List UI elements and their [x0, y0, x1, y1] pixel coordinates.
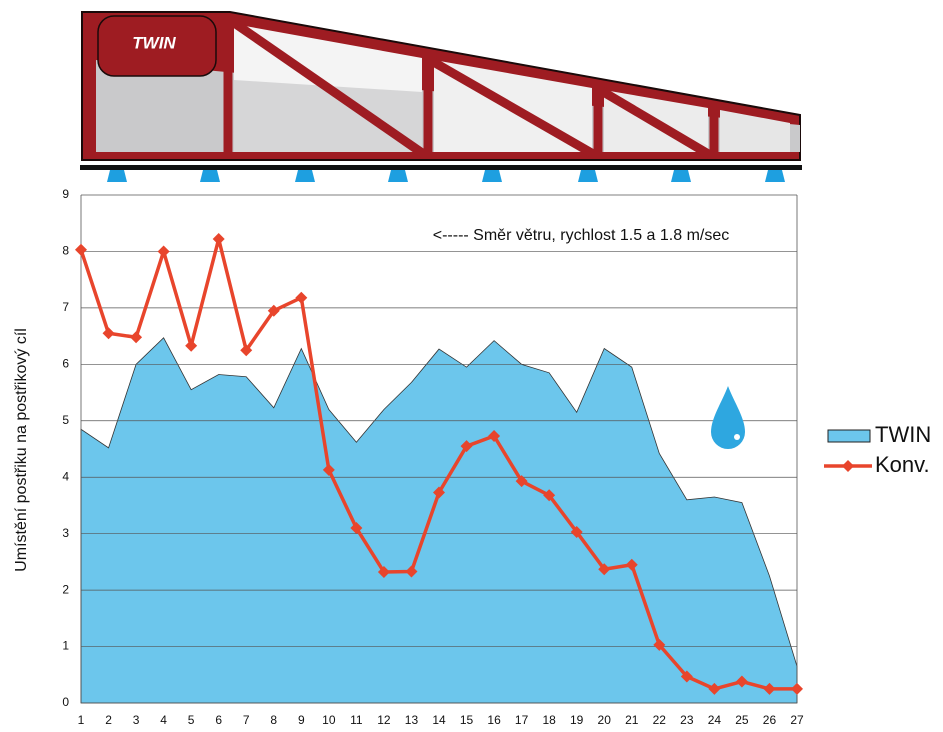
x-tick-label: 22 — [653, 713, 667, 727]
legend-swatch — [842, 460, 854, 472]
x-tick-label: 8 — [270, 713, 277, 727]
marker — [488, 430, 501, 443]
marker — [680, 670, 693, 683]
marker — [598, 563, 611, 576]
marker — [460, 440, 473, 453]
x-tick-label: 3 — [133, 713, 140, 727]
x-tick-label: 27 — [790, 713, 804, 727]
x-tick-label: 20 — [598, 713, 612, 727]
y-tick-label: 3 — [62, 526, 69, 540]
x-tick-label: 2 — [105, 713, 112, 727]
legend-swatch — [827, 429, 871, 443]
x-tick-label: 10 — [322, 713, 336, 727]
x-tick-label: 18 — [542, 713, 556, 727]
marker — [515, 475, 528, 488]
x-tick-label: 5 — [188, 713, 195, 727]
x-tick-label: 17 — [515, 713, 529, 727]
marker — [130, 331, 143, 344]
marker — [75, 243, 87, 256]
marker — [350, 522, 363, 535]
marker — [157, 245, 170, 258]
y-tick-label: 9 — [62, 187, 69, 201]
x-tick-label: 7 — [243, 713, 250, 727]
marker — [543, 489, 556, 502]
y-tick-label: 4 — [62, 469, 69, 483]
x-tick-label: 21 — [625, 713, 639, 727]
y-tick-label: 6 — [62, 357, 69, 371]
marker — [240, 344, 253, 357]
marker — [267, 304, 280, 317]
marker — [763, 682, 776, 695]
logo-text: TWIN — [132, 33, 176, 52]
y-axis-label: Umístění postřiku na postřikový cíl — [13, 328, 30, 572]
x-tick-label: 11 — [350, 713, 363, 727]
marker — [102, 327, 115, 340]
x-tick-label: 4 — [160, 713, 167, 727]
x-tick-label: 25 — [735, 713, 749, 727]
annotation: <----- Směr větru, rychlost 1.5 a 1.8 m/… — [433, 227, 730, 244]
x-tick-label: 6 — [215, 713, 222, 727]
x-tick-label: 12 — [377, 713, 391, 727]
y-tick-label: 7 — [62, 300, 69, 314]
x-tick-label: 26 — [763, 713, 777, 727]
marker — [295, 291, 308, 304]
x-tick-label: 19 — [570, 713, 584, 727]
marker — [570, 525, 583, 538]
x-tick-label: 1 — [78, 713, 85, 727]
area — [80, 337, 798, 704]
boom-illustration: TWIN — [80, 11, 802, 182]
drop-icon — [711, 386, 745, 449]
marker — [791, 682, 803, 695]
marker — [735, 675, 748, 688]
marker — [433, 486, 445, 499]
x-tick-label: 23 — [680, 713, 694, 727]
x-tick-label: 16 — [487, 713, 501, 727]
legend-label: TWIN — [875, 422, 931, 447]
x-tick-label: 13 — [405, 713, 419, 727]
marker — [377, 566, 390, 579]
marker — [185, 339, 198, 352]
marker — [653, 638, 666, 651]
y-tick-label: 0 — [62, 695, 69, 709]
marker — [212, 233, 225, 246]
marker — [322, 463, 335, 476]
x-tick-label: 24 — [708, 713, 722, 727]
y-tick-label: 1 — [62, 639, 69, 653]
x-tick-label: 9 — [298, 713, 305, 727]
marker — [405, 565, 418, 578]
y-tick-label: 8 — [62, 244, 69, 258]
x-tick-label: 14 — [432, 713, 446, 727]
marker — [625, 558, 638, 571]
marker — [708, 682, 721, 695]
legend-label: Konv. — [875, 452, 930, 477]
y-tick-label: 2 — [62, 582, 69, 596]
y-tick-label: 5 — [62, 413, 69, 427]
x-tick-label: 15 — [460, 713, 474, 727]
